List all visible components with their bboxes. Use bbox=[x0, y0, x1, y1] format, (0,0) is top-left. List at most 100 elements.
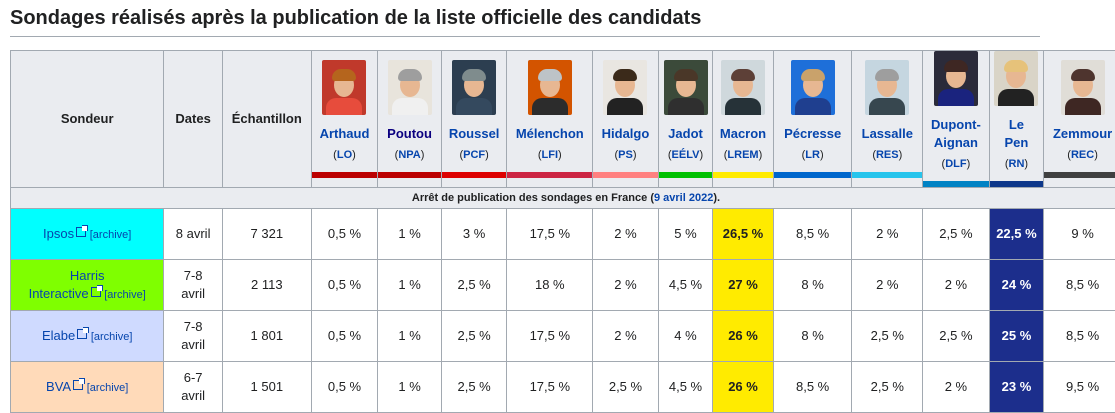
candidate-party: (NPA) bbox=[394, 149, 425, 161]
poll-value-cell: 27 % bbox=[712, 259, 774, 311]
poll-value-cell: 2 % bbox=[851, 259, 924, 311]
candidate-name-link[interactable]: Zemmour bbox=[1052, 126, 1113, 141]
poll-value-cell: 17,5 % bbox=[506, 310, 594, 362]
archive-link[interactable]: [archive] bbox=[86, 381, 129, 394]
party-link[interactable]: EÉLV bbox=[671, 149, 700, 161]
pollster-link[interactable]: Harris Interactive bbox=[29, 268, 105, 301]
candidate-name-link[interactable]: Poutou bbox=[387, 126, 432, 141]
sample-cell: 1 801 bbox=[221, 310, 312, 362]
party-link[interactable]: NPA bbox=[398, 149, 421, 161]
external-link-icon bbox=[76, 224, 89, 237]
poll-value-cell: 26 % bbox=[712, 310, 774, 362]
pollster-cell: Ipsos [archive] bbox=[10, 208, 165, 260]
party-color-bar bbox=[441, 172, 507, 178]
poll-value-cell: 2,5 % bbox=[922, 208, 990, 260]
party-link[interactable]: DLF bbox=[945, 158, 967, 170]
external-link-icon bbox=[73, 377, 86, 390]
page-title: Sondages réalisés après la publication d… bbox=[10, 4, 1040, 37]
party-color-bar bbox=[507, 172, 593, 178]
party-link[interactable]: LREM bbox=[727, 149, 759, 161]
candidate-header-dupont-aignan: Dupont- Aignan (DLF) bbox=[922, 50, 990, 188]
pollster-link[interactable]: Elabe bbox=[41, 327, 76, 343]
poll-value-cell: 2 % bbox=[922, 361, 990, 413]
poll-value-cell: 9,5 % bbox=[1043, 361, 1115, 413]
poll-value-cell: 3 % bbox=[440, 208, 508, 260]
candidate-party: (DLF) bbox=[941, 158, 971, 170]
poll-value-cell: 8,5 % bbox=[772, 208, 853, 260]
archive-link[interactable]: [archive] bbox=[90, 330, 133, 343]
candidate-name-line: Aignan bbox=[933, 135, 978, 150]
party-link[interactable]: RN bbox=[1008, 158, 1025, 170]
polls-table-wrapper: Sondeur Dates Échantillon Arthaud (LO) Pou… bbox=[10, 50, 1115, 413]
poll-value-cell: 24 % bbox=[988, 259, 1045, 311]
poll-value-cell: 1 % bbox=[377, 208, 442, 260]
candidate-header-roussel: Roussel (PCF) bbox=[440, 50, 508, 188]
candidate-name-link[interactable]: Mélenchon bbox=[515, 126, 584, 141]
pollster-link[interactable]: Ipsos bbox=[43, 225, 75, 241]
portrait-pecresse-icon bbox=[790, 60, 835, 115]
pollster-link[interactable]: BVA bbox=[46, 378, 72, 394]
poll-value-cell: 2 % bbox=[851, 208, 924, 260]
poll-value-cell: 2 % bbox=[592, 310, 659, 362]
poll-value-cell: 0,5 % bbox=[310, 208, 379, 260]
archive-link[interactable]: [archive] bbox=[89, 228, 132, 241]
candidate-party: (LFI) bbox=[537, 149, 562, 161]
candidate-party: (PCF) bbox=[459, 149, 489, 161]
sample-cell: 2 113 bbox=[221, 259, 312, 311]
table-row: Ipsos [archive] 8 avril 7 321 0,5 % 1 % 3 % 17… bbox=[10, 208, 1115, 260]
pollster-name-line: Harris bbox=[69, 267, 105, 283]
candidate-name-link[interactable]: Macron bbox=[719, 126, 767, 141]
party-link[interactable]: PS bbox=[618, 149, 633, 161]
candidate-party: (LREM) bbox=[723, 149, 763, 161]
poll-value-cell: 8,5 % bbox=[1043, 259, 1115, 311]
party-link[interactable]: LFI bbox=[541, 149, 559, 161]
portrait-melenchon-icon bbox=[527, 60, 572, 115]
portrait-lassalle-icon bbox=[865, 60, 910, 115]
portrait-jadot-icon bbox=[663, 60, 708, 115]
candidate-header-zemmour: Zemmour (REC) bbox=[1043, 50, 1115, 188]
poll-value-cell: 4,5 % bbox=[657, 361, 714, 413]
candidate-name-line: Pen bbox=[1004, 135, 1029, 150]
poll-value-cell: 22,5 % bbox=[988, 208, 1045, 260]
poll-value-cell: 0,5 % bbox=[310, 361, 379, 413]
candidate-party: (RN) bbox=[1004, 158, 1029, 170]
notice-suffix: ). bbox=[713, 192, 721, 204]
party-link[interactable]: REC bbox=[1070, 149, 1095, 161]
dates-cell: 8 avril bbox=[163, 208, 223, 260]
candidate-name-link[interactable]: Lassalle bbox=[861, 126, 913, 141]
poll-value-cell: 9 % bbox=[1043, 208, 1115, 260]
portrait-macron-icon bbox=[721, 60, 766, 115]
poll-value-cell: 1 % bbox=[377, 361, 442, 413]
poll-value-cell: 2,5 % bbox=[440, 310, 508, 362]
poll-value-cell: 2,5 % bbox=[851, 361, 924, 413]
party-color-bar bbox=[658, 172, 713, 178]
candidate-name-line: Le bbox=[1008, 117, 1025, 132]
candidate-header-hidalgo: Hidalgo (PS) bbox=[592, 50, 659, 188]
poll-value-cell: 1 % bbox=[377, 259, 442, 311]
party-link[interactable]: LO bbox=[336, 149, 353, 161]
candidate-name-link[interactable]: Jadot bbox=[668, 126, 703, 141]
party-link[interactable]: LR bbox=[805, 149, 820, 161]
poll-value-cell: 2 % bbox=[592, 259, 659, 311]
archive-link[interactable]: [archive] bbox=[104, 288, 146, 301]
portrait-roussel-icon bbox=[452, 60, 497, 115]
party-link[interactable]: PCF bbox=[463, 149, 486, 161]
candidate-name-link[interactable]: Hidalgo bbox=[601, 126, 650, 141]
portrait-dupont-aignan-icon bbox=[933, 51, 978, 106]
candidate-name-link[interactable]: Le Pen bbox=[992, 116, 1041, 152]
poll-value-cell: 2 % bbox=[922, 259, 990, 311]
candidate-name-link[interactable]: Arthaud bbox=[319, 126, 370, 141]
party-color-bar bbox=[989, 181, 1044, 187]
party-link[interactable]: RES bbox=[875, 149, 899, 161]
dates-line: avril bbox=[181, 388, 206, 403]
candidate-name-link[interactable]: Dupont- Aignan bbox=[925, 116, 987, 152]
notice-date-link[interactable]: 9 avril 2022 bbox=[653, 192, 714, 204]
poll-value-cell: 4,5 % bbox=[657, 259, 714, 311]
candidate-name-link[interactable]: Roussel bbox=[448, 126, 500, 141]
poll-value-cell: 8,5 % bbox=[772, 361, 853, 413]
party-color-bar bbox=[713, 172, 773, 178]
poll-value-cell: 2,5 % bbox=[922, 310, 990, 362]
header-row: Sondeur Dates Échantillon Arthaud (LO) Pou… bbox=[10, 50, 1115, 188]
poll-value-cell: 4 % bbox=[657, 310, 714, 362]
candidate-name-link[interactable]: Pécresse bbox=[784, 126, 842, 141]
